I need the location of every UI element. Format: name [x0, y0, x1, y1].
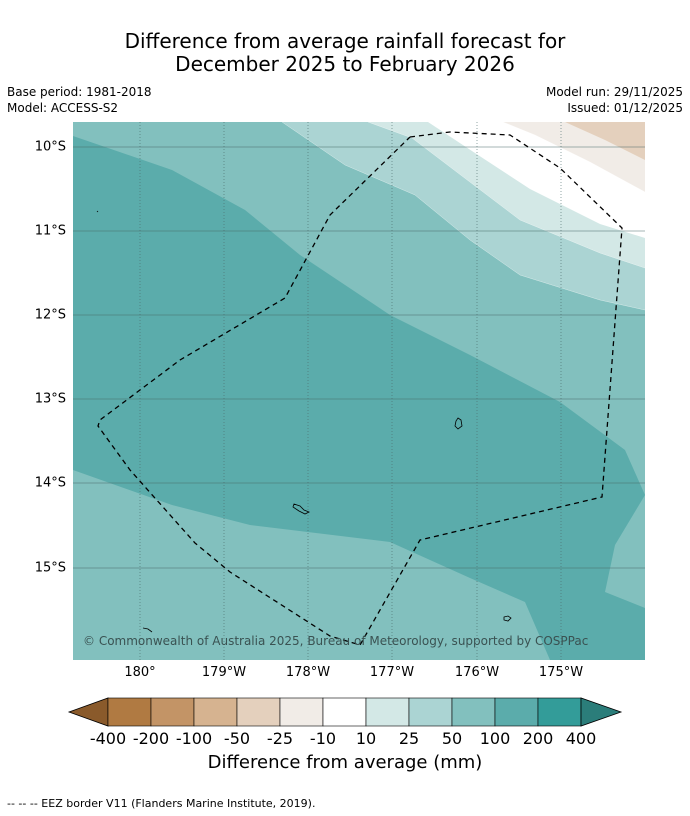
title-line-2: December 2025 to February 2026 [175, 52, 515, 76]
model-run: Model run: 29/11/2025 [545, 85, 683, 99]
colorbar-segment [150, 697, 195, 727]
eez-footnote: -- -- -- EEZ border V11 (Flanders Marine… [7, 797, 316, 810]
colorbar-label: -10 [309, 729, 337, 748]
colorbar-segment [236, 697, 281, 727]
colorbar-label: 10 [355, 729, 377, 748]
colorbar [67, 697, 623, 727]
colorbar-arrow-high [580, 697, 623, 727]
base-period: Base period: 1981-2018 [7, 85, 152, 99]
colorbar-label: -400 [89, 729, 127, 748]
zone-minus50-minus25 [565, 122, 645, 160]
colorbar-segment [322, 697, 367, 727]
colorbar-label: 400 [565, 729, 597, 748]
colorbar-segment [494, 697, 539, 727]
colorbar-label: 100 [479, 729, 511, 748]
colorbar-segment [107, 697, 152, 727]
colorbar-segment [537, 697, 582, 727]
lon-tick: 176°W [454, 665, 500, 680]
island-south-east [503, 615, 512, 622]
issued-date: Issued: 01/12/2025 [567, 101, 683, 115]
lat-tick: 15°S [34, 560, 66, 576]
model-name: Model: ACCESS-S2 [7, 101, 119, 115]
colorbar-segment [193, 697, 238, 727]
copyright-notice: © Commonwealth of Australia 2025, Bureau… [83, 634, 588, 648]
colorbar-segment [365, 697, 410, 727]
contour-lines [281, 122, 645, 311]
colorbar-segment [408, 697, 453, 727]
colorbar-segment [451, 697, 496, 727]
lat-tick: 12°S [34, 307, 66, 323]
lon-tick: 178°W [285, 665, 331, 680]
island-east [454, 417, 463, 430]
meta-left: Base period: 1981-2018 Model: ACCESS-S2 [7, 84, 152, 116]
colorbar-segment [279, 697, 324, 727]
lat-tick: 14°S [34, 475, 66, 491]
meta-right: Model run: 29/11/2025 Issued: 01/12/2025 [546, 84, 683, 116]
colorbar-label: -100 [175, 729, 213, 748]
lon-tick: 180° [124, 665, 156, 680]
colorbar-label: 200 [522, 729, 554, 748]
lat-tick: 11°S [34, 223, 66, 239]
island-south-west [142, 627, 153, 633]
eez-border [97, 131, 623, 646]
lon-tick: 175°W [538, 665, 584, 680]
graticule [73, 122, 645, 660]
lat-tick: 10°S [34, 139, 66, 155]
colorbar-title: Difference from average (mm) [207, 752, 483, 773]
lon-tick: 177°W [369, 665, 415, 680]
rainfall-map: © Commonwealth of Australia 2025, Bureau… [73, 122, 645, 660]
island-north [96, 210, 99, 213]
colorbar-arrow-low [67, 697, 109, 727]
title-line-1: Difference from average rainfall forecas… [124, 29, 566, 53]
lat-tick: 13°S [34, 391, 66, 407]
map-title: Difference from average rainfall forecas… [0, 30, 690, 76]
lon-tick: 179°W [201, 665, 247, 680]
colorbar-label: 50 [441, 729, 463, 748]
island-central [292, 503, 310, 515]
zone-100-200 [73, 136, 645, 660]
colorbar-label: -25 [266, 729, 294, 748]
colorbar-label: 25 [398, 729, 420, 748]
colorbar-label: -50 [223, 729, 251, 748]
islands [96, 210, 512, 633]
colorbar-label: -200 [132, 729, 170, 748]
